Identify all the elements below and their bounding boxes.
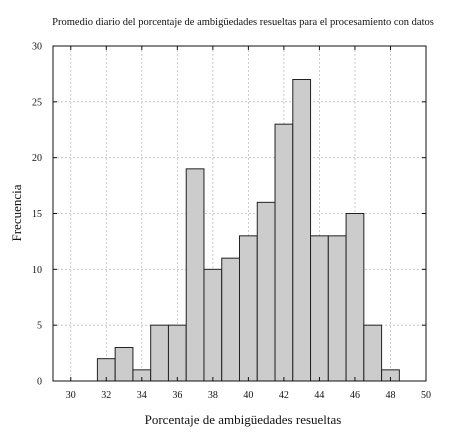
histogram-bar — [292, 79, 312, 382]
histogram-bar — [203, 268, 223, 382]
histogram-bar — [221, 257, 241, 382]
y-tick-label: 30 — [32, 42, 42, 53]
histogram-bar — [345, 213, 365, 382]
axis-ticks: 30 32 34 36 38 40 42 44 46 48 50 0 5 10 15 20 25 30 — [32, 42, 431, 402]
histogram-bar — [167, 324, 187, 382]
histogram-bars — [96, 79, 400, 382]
x-tick-label: 44 — [314, 390, 324, 401]
x-tick-label: 42 — [279, 390, 289, 401]
x-tick-label: 50 — [421, 390, 431, 401]
x-tick-label: 46 — [350, 390, 360, 401]
y-tick-label: 10 — [32, 265, 42, 276]
y-axis-label: Frecuencia — [9, 184, 24, 241]
x-tick-label: 34 — [137, 390, 147, 401]
histogram-bar — [256, 201, 276, 382]
histogram-bar — [274, 123, 294, 382]
y-tick-label: 5 — [37, 321, 42, 332]
y-tick-label: 25 — [32, 97, 42, 108]
x-tick-label: 48 — [385, 390, 395, 401]
x-tick-label: 30 — [66, 390, 76, 401]
histogram-bar — [310, 235, 329, 382]
x-tick-label: 32 — [101, 390, 111, 401]
y-tick-label: 0 — [37, 377, 42, 388]
histogram-bar — [363, 324, 383, 382]
x-axis-label: Porcentaje de ambigüedades resueltas — [145, 412, 342, 427]
chart-title: Promedio diario del porcentaje de ambigü… — [52, 17, 434, 28]
x-tick-label: 36 — [172, 390, 182, 401]
y-tick-label: 20 — [32, 153, 42, 164]
histogram-bar — [150, 324, 169, 382]
x-tick-label: 40 — [243, 390, 253, 401]
histogram-bar — [327, 235, 347, 382]
histogram-bar — [114, 347, 134, 382]
x-tick-label: 38 — [208, 390, 218, 401]
y-tick-label: 15 — [32, 209, 42, 220]
histogram-bar — [185, 168, 205, 382]
histogram-bar — [239, 235, 258, 382]
